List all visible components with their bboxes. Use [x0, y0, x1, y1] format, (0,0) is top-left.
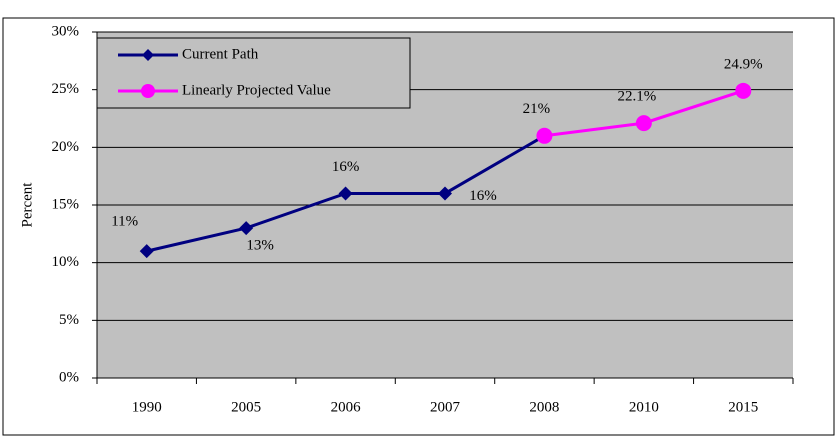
data-label: 16% [469, 188, 497, 204]
y-tick-label: 0% [59, 369, 79, 385]
x-tick-label: 2005 [231, 399, 261, 415]
legend-label: Linearly Projected Value [182, 82, 331, 98]
point [536, 127, 553, 144]
data-label: 11% [111, 214, 138, 230]
point [635, 115, 652, 132]
data-label: 16% [332, 159, 360, 175]
point [139, 244, 154, 259]
legend-marker [142, 49, 154, 61]
y-tick-label: 25% [52, 81, 80, 97]
point [338, 186, 353, 201]
y-tick-label: 20% [52, 139, 80, 155]
point [239, 221, 254, 236]
x-tick-label: 2015 [728, 399, 758, 415]
y-tick-label: 5% [59, 312, 79, 328]
y-tick-label: 10% [52, 254, 80, 270]
point [438, 186, 452, 201]
x-tick-label: 2010 [629, 399, 659, 415]
y-tick-label: 30% [52, 23, 80, 39]
y-tick-label: 15% [52, 196, 80, 212]
legend-box [96, 37, 411, 109]
x-tick-label: 2007 [430, 399, 461, 415]
data-label: 22.1% [617, 89, 656, 105]
legend-marker [141, 84, 155, 98]
data-label: 24.9% [724, 56, 763, 72]
x-tick-label: 1990 [132, 399, 162, 415]
y-axis-label: Percent [19, 182, 35, 228]
x-tick-label: 2008 [529, 399, 559, 415]
data-label: 21% [523, 101, 551, 117]
data-label: 13% [246, 238, 274, 254]
x-tick-label: 2006 [331, 399, 362, 415]
point [735, 82, 752, 99]
legend-label: Current Path [182, 46, 259, 62]
